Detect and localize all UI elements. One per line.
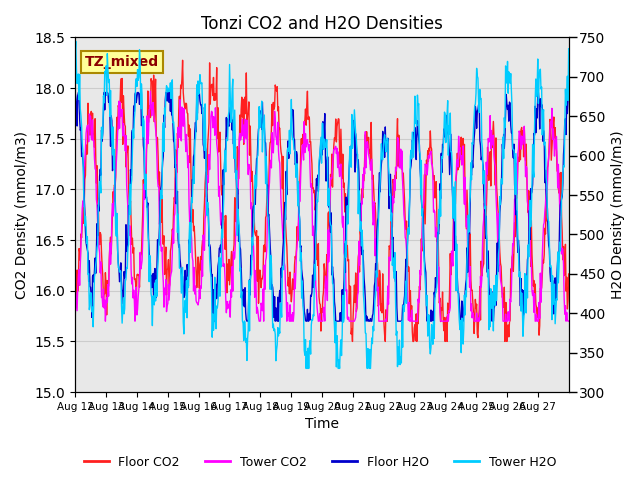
Floor H2O (221, 166, 228, 172)
Tower H2O (245, 278, 253, 284)
Floor H2O (401, 293, 408, 299)
Floor H2O (245, 288, 253, 294)
Tower H2O (72, 38, 79, 44)
Floor H2O (565, 90, 573, 96)
Tower H2O (264, 210, 271, 216)
Floor CO2 (245, 99, 253, 105)
Tower H2O (71, 50, 79, 56)
Floor H2O (264, 182, 271, 188)
Floor CO2 (71, 290, 79, 296)
Tower H2O (221, 161, 228, 167)
Floor H2O (129, 134, 137, 140)
Tower CO2 (147, 88, 154, 94)
Y-axis label: H2O Density (mmol/m3): H2O Density (mmol/m3) (611, 131, 625, 299)
Line: Tower H2O: Tower H2O (75, 41, 569, 369)
Y-axis label: CO2 Density (mmol/m3): CO2 Density (mmol/m3) (15, 131, 29, 299)
Tower CO2 (71, 318, 79, 324)
Line: Tower CO2: Tower CO2 (75, 91, 569, 321)
Floor H2O (373, 228, 381, 234)
Floor H2O (209, 318, 217, 324)
Tower H2O (130, 135, 138, 141)
Tower H2O (565, 46, 573, 52)
Tower H2O (302, 366, 310, 372)
Floor CO2 (401, 220, 409, 226)
Floor CO2 (349, 338, 356, 344)
Floor CO2 (565, 271, 573, 277)
Legend: Floor CO2, Tower CO2, Floor H2O, Tower H2O: Floor CO2, Tower CO2, Floor H2O, Tower H… (79, 451, 561, 474)
Tower H2O (401, 292, 409, 298)
Floor CO2 (221, 226, 228, 232)
Tower CO2 (373, 288, 381, 294)
Floor CO2 (129, 251, 137, 256)
Tower CO2 (264, 202, 271, 207)
Tower CO2 (245, 162, 253, 168)
Line: Floor H2O: Floor H2O (75, 93, 569, 321)
Tower CO2 (565, 318, 573, 324)
Tower H2O (374, 242, 381, 248)
Floor CO2 (179, 58, 186, 63)
Floor CO2 (374, 261, 381, 267)
X-axis label: Time: Time (305, 418, 339, 432)
Text: TZ_mixed: TZ_mixed (85, 55, 159, 69)
Floor CO2 (264, 185, 271, 191)
Tower CO2 (401, 218, 408, 224)
Tower CO2 (221, 261, 228, 267)
Line: Floor CO2: Floor CO2 (75, 60, 569, 341)
Tower CO2 (129, 295, 137, 301)
Title: Tonzi CO2 and H2O Densities: Tonzi CO2 and H2O Densities (201, 15, 443, 33)
Floor H2O (71, 90, 79, 96)
